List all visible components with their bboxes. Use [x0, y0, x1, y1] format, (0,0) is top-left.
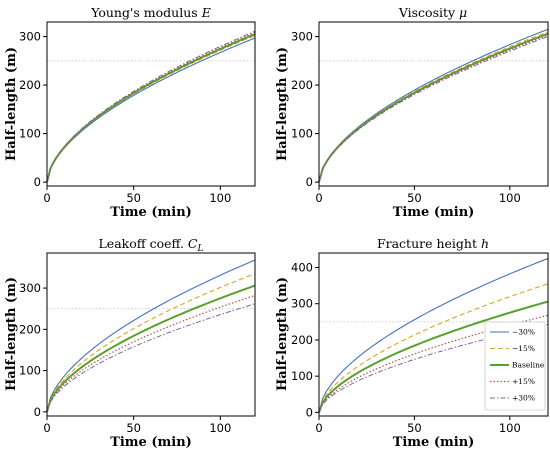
y-tick-label: 0 [34, 175, 41, 189]
plot-frame [46, 21, 256, 187]
legend-label: +15% [512, 377, 535, 386]
series-line-4 [46, 32, 256, 183]
y-tick-label: 300 [291, 297, 313, 311]
series-line-5 [46, 30, 256, 183]
series-line-2 [46, 273, 256, 413]
y-tick-label: 400 [291, 260, 313, 274]
x-axis-label: Time (min) [393, 205, 475, 220]
x-tick-label: 50 [407, 191, 422, 205]
legend-box [484, 321, 546, 411]
x-tick-label: 0 [315, 421, 322, 435]
x-tick-label: 100 [209, 191, 231, 205]
y-tick-label: 300 [291, 30, 313, 44]
subplot-3: 0 50 100 0 100 200 300 Leakoff coeff. CL Time (m… [4, 236, 256, 450]
x-tick-label: 50 [126, 191, 141, 205]
series-line-5 [318, 36, 549, 183]
series-line-4 [318, 34, 549, 183]
series-line-5 [46, 303, 256, 413]
chart-title: Leakoff coeff. CL [99, 236, 204, 254]
plot-frame [318, 21, 549, 187]
y-tick-label: 300 [19, 281, 41, 295]
plot-frame [318, 252, 549, 417]
series-line-2 [318, 31, 549, 183]
x-tick-label: 50 [126, 421, 141, 435]
x-tick-label: 0 [43, 421, 50, 435]
subplot-2: 0 50 100 0 100 200 300 Viscosity μ Time (min) Hal… [275, 5, 549, 220]
chart-title-text: Young's modulus [90, 5, 202, 20]
series-line-1 [318, 257, 549, 413]
series-line-3 [46, 33, 256, 183]
y-tick-label: 0 [306, 405, 313, 419]
subplot-4: 0 50 100 0 100 200 300 400 Fracture height h Time… [275, 236, 549, 450]
x-tick-label: 0 [315, 191, 322, 205]
y-tick-label: 200 [291, 333, 313, 347]
legend: −30% −15% Baseline +15% +30% [484, 321, 546, 411]
legend-label: Baseline [512, 361, 545, 370]
chart-title-symbol: E [201, 5, 211, 20]
y-tick-label: 0 [34, 405, 41, 419]
y-tick-label: 200 [19, 322, 41, 336]
x-axis-label: Time (min) [110, 435, 192, 450]
y-tick-label: 100 [19, 364, 41, 378]
legend-label: −30% [512, 328, 535, 337]
chart-title: Young's modulus E [90, 5, 211, 20]
chart-title: Viscosity μ [398, 5, 467, 20]
subplot-1: 0 50 100 0 100 200 300 Young's modulus E Time (m… [4, 5, 256, 220]
series-line-3 [318, 32, 549, 183]
x-tick-label: 100 [499, 191, 521, 205]
chart-title-symbol: μ [459, 5, 467, 20]
chart-title-text: Leakoff coeff. [99, 236, 188, 251]
chart-title: Fracture height h [377, 236, 489, 251]
legend-label: +30% [512, 394, 535, 403]
y-tick-label: 100 [291, 127, 313, 141]
y-axis-label: Half-length (m) [275, 47, 290, 161]
series-line-3 [318, 300, 549, 413]
y-tick-label: 200 [19, 78, 41, 92]
x-tick-label: 100 [499, 421, 521, 435]
y-tick-label: 300 [19, 30, 41, 44]
chart-title-text: Viscosity [398, 5, 459, 20]
series-line-3 [46, 284, 256, 413]
plot-frame [46, 252, 256, 417]
x-tick-label: 100 [209, 421, 231, 435]
x-tick-label: 50 [407, 421, 422, 435]
y-axis-label: Half-length (m) [4, 277, 19, 391]
chart-title-text: Fracture height [377, 236, 481, 251]
legend-label: −15% [512, 344, 535, 353]
series-line-1 [46, 37, 256, 183]
y-axis-label: Half-length (m) [275, 277, 290, 391]
series-line-2 [46, 35, 256, 183]
chart-title-symbol: h [481, 236, 489, 251]
series-line-1 [46, 259, 256, 413]
series-line-2 [318, 283, 549, 413]
x-axis-label: Time (min) [393, 435, 475, 450]
x-axis-label: Time (min) [110, 205, 192, 220]
y-tick-label: 100 [19, 127, 41, 141]
y-tick-label: 100 [291, 369, 313, 383]
chart-title-symbol: C [188, 236, 198, 251]
y-tick-label: 0 [306, 175, 313, 189]
y-axis-label: Half-length (m) [4, 47, 19, 161]
chart-title-subscript: L [197, 244, 204, 254]
x-tick-label: 0 [43, 191, 50, 205]
series-line-1 [318, 28, 549, 183]
y-tick-label: 200 [291, 78, 313, 92]
series-line-4 [46, 294, 256, 413]
